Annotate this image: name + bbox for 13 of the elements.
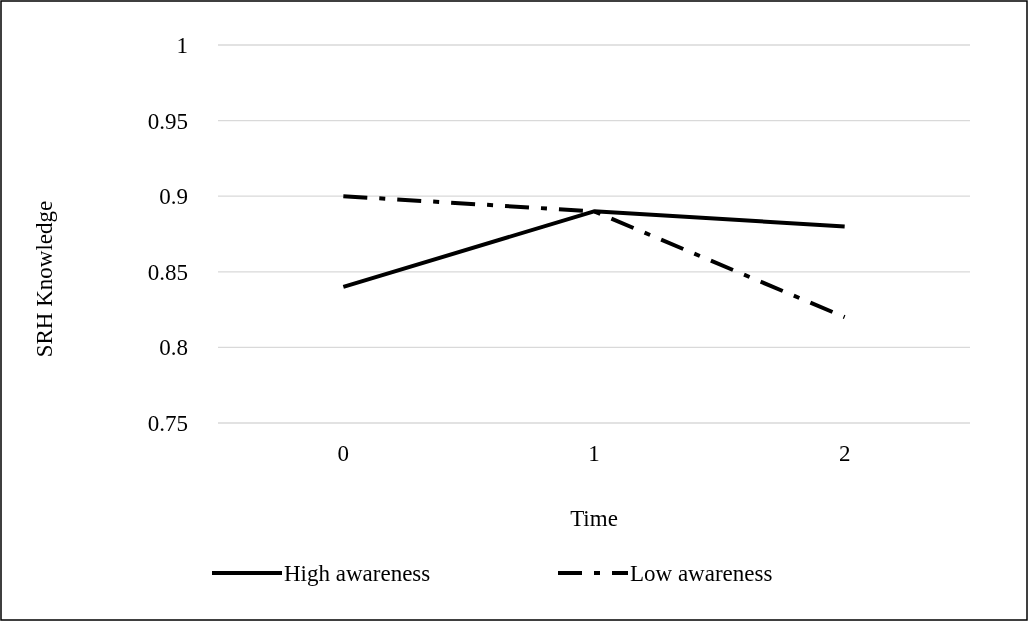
x-tick-label: 0 bbox=[337, 441, 350, 466]
y-tick-label: 1 bbox=[176, 33, 188, 59]
legend-label: High awareness bbox=[284, 561, 431, 587]
y-tick-label: 0.75 bbox=[147, 411, 188, 437]
x-axis-title: Time bbox=[570, 506, 618, 531]
legend-label: Low awareness bbox=[630, 561, 773, 587]
x-tick-label: 1 bbox=[588, 441, 600, 466]
y-tick-label: 0.85 bbox=[147, 259, 188, 285]
y-tick-label: 0.95 bbox=[147, 108, 188, 134]
x-tick-label: 2 bbox=[838, 441, 851, 466]
y-tick-label: 0.8 bbox=[159, 335, 188, 361]
y-axis-title: SRH Knowledge bbox=[32, 200, 57, 358]
y-tick-label: 0.9 bbox=[159, 184, 188, 210]
